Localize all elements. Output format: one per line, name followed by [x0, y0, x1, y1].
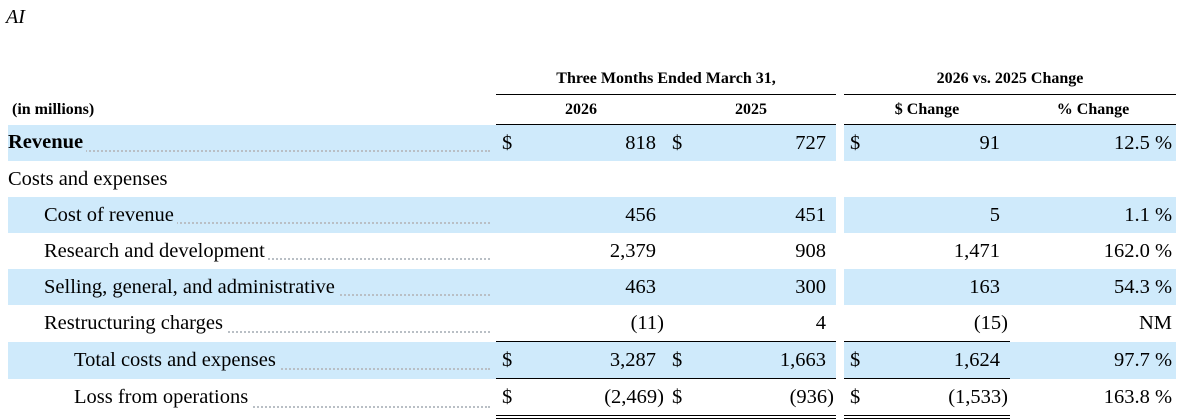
value-2025: 451: [666, 197, 837, 233]
pct-change: 163.8 %: [1103, 386, 1173, 409]
col-header-pct-change: % Change: [1010, 94, 1177, 125]
dollar-change: 1,624: [953, 348, 1001, 371]
table-row-loss-from-operations: Loss from operations $ (2,469) $ (936) $ (1…: [8, 378, 1176, 419]
row-label: Total costs and expenses: [74, 348, 279, 371]
col-header-dollar-change: $ Change: [844, 94, 1011, 125]
value-2026: 818: [625, 131, 656, 154]
dollar-change: 5: [844, 197, 1011, 233]
currency-symbol: $: [672, 385, 683, 408]
unit-label: (in millions): [12, 100, 95, 118]
col-header-2025: 2025: [666, 94, 837, 125]
row-label: Revenue: [8, 131, 87, 154]
currency-symbol: $: [672, 348, 683, 371]
value-2025: 1,663: [779, 348, 827, 371]
table-row-cost-of-revenue: Cost of revenue 456 451 5 1.1 %: [8, 197, 1177, 233]
change-group-header: 2026 vs. 2025 Change: [844, 64, 1177, 95]
value-2025: 300: [666, 269, 837, 305]
pct-change: 97.7 %: [1010, 341, 1177, 379]
results-of-operations-table: Three Months Ended March 31, 2026 vs. 20…: [8, 64, 1177, 419]
pct-change: 1.1 %: [1010, 197, 1177, 233]
row-label: Loss from operations: [74, 386, 252, 409]
value-2026: 463: [496, 269, 666, 305]
row-label: Restructuring charges: [44, 311, 226, 334]
row-label: Research and development: [44, 239, 268, 262]
currency-symbol: $: [850, 131, 861, 154]
currency-symbol: $: [502, 131, 513, 154]
header-row-groups: Three Months Ended March 31, 2026 vs. 20…: [8, 64, 1177, 95]
table-row-total-costs: Total costs and expenses $3,287 $1,663 $…: [8, 341, 1177, 379]
value-2025: 4: [666, 305, 837, 342]
pct-change: NM: [1138, 311, 1173, 334]
currency-symbol: $: [672, 131, 683, 154]
value-2025: 727: [795, 131, 827, 154]
row-label: Costs and expenses: [8, 167, 171, 190]
currency-symbol: $: [850, 385, 861, 408]
period-group-header: Three Months Ended March 31,: [496, 64, 837, 95]
row-label: Selling, general, and administrative: [44, 275, 338, 298]
dollar-change: 1,471: [953, 239, 1001, 262]
row-label: Cost of revenue: [44, 203, 177, 226]
pct-change: 12.5 %: [1010, 124, 1177, 161]
value-2026: 3,287: [609, 348, 656, 371]
dollar-change: 91: [979, 131, 1001, 154]
currency-symbol: $: [850, 348, 861, 371]
value-2026: (11): [496, 305, 666, 342]
col-header-2026: 2026: [496, 94, 666, 125]
dollar-change: (1,533): [948, 385, 1009, 408]
dollar-change: 163: [844, 269, 1011, 305]
value-2026: 456: [496, 197, 666, 233]
value-2025: 908: [795, 239, 827, 262]
currency-symbol: $: [502, 348, 513, 371]
pct-change: 54.3 %: [1010, 269, 1177, 305]
table-row-sga: Selling, general, and administrative 463…: [8, 269, 1177, 305]
table-row-costs-heading: Costs and expenses: [8, 161, 1176, 197]
pct-change: 162.0 %: [1103, 239, 1173, 262]
table-row-revenue: Revenue $818 $727 $91 12.5 %: [8, 124, 1177, 161]
value-2025: (936): [789, 385, 835, 408]
dollar-change: (15): [844, 305, 1011, 342]
currency-symbol: $: [502, 385, 513, 408]
table-row-research-and-development: Research and development 2,379 908 1,471…: [8, 233, 1176, 269]
header-row-columns: (in millions) 2026 2025 $ Change % Chang…: [8, 94, 1177, 125]
segment-title: AI: [6, 6, 25, 28]
value-2026: 2,379: [609, 239, 656, 262]
value-2026: (2,469): [604, 385, 664, 408]
table-row-restructuring-charges: Restructuring charges (11) 4 (15) NM: [8, 305, 1176, 342]
